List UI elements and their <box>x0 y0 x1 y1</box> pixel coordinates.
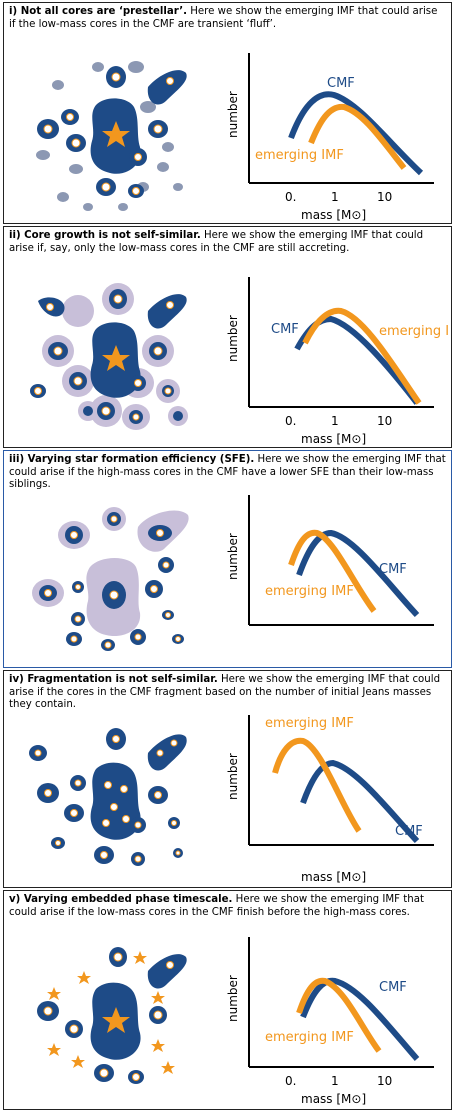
tick-label: 0. <box>285 414 296 428</box>
core-illustration <box>36 61 187 211</box>
core-illustration <box>30 283 188 430</box>
stars <box>34 294 174 421</box>
emerging-imf-label: emerging IMF <box>255 148 344 163</box>
caption: iii) Varying star formation efficiency (… <box>9 454 447 492</box>
emerging-imf-curve <box>308 103 407 170</box>
cmf-label: CMF <box>379 562 407 577</box>
emerging-imf-label: emerging IMF <box>379 324 449 339</box>
x-axis-label: mass [M⊙] <box>301 432 366 446</box>
tick-label: 1 <box>331 1074 339 1088</box>
mass-function-plot: number 0. 1 10 mass [M⊙] CMF emerging IM… <box>226 53 434 222</box>
caption-body: Here we show the emerging IMF that could… <box>9 230 424 254</box>
stars <box>43 72 174 195</box>
axes <box>248 53 434 184</box>
emerging-imf-curve <box>302 307 422 405</box>
tick-label: 1 <box>331 190 339 204</box>
emerging-imf-curve <box>272 737 362 833</box>
caption: iv) Fragmentation is not self-similar. H… <box>9 674 447 712</box>
emerging-imf-curve <box>288 529 377 613</box>
stars <box>44 515 181 649</box>
y-axis-label: number <box>226 315 240 362</box>
tick-label: 0. <box>285 190 296 204</box>
axes <box>248 715 434 846</box>
cmf-curve <box>300 759 420 844</box>
emerging-imf-label: emerging IMF <box>265 1030 354 1045</box>
emerging-imf-label: emerging IMF <box>265 716 354 731</box>
caption-title: iv) Fragmentation is not self-similar. <box>9 674 218 685</box>
mass-function-plot: number emerging IMF CMF mass [M⊙] <box>226 715 434 884</box>
panel-ii: ii) Core growth is not self-similar. Her… <box>3 226 452 448</box>
cmf-label: CMF <box>395 824 423 839</box>
cores <box>37 947 187 1084</box>
y-axis-label: number <box>226 533 240 580</box>
core-illustration <box>37 947 187 1084</box>
x-axis-label: mass [M⊙] <box>301 1092 366 1106</box>
core-illustration <box>29 728 187 866</box>
mass-function-plot: number 0. 1 10 mass [M⊙] CMF emerging IM… <box>226 937 434 1106</box>
caption: v) Varying embedded phase timescale. Her… <box>9 894 447 919</box>
tick-label: 1 <box>331 414 339 428</box>
y-axis-label: number <box>226 753 240 800</box>
caption-body: Here we show the emerging IMF that could… <box>9 894 424 918</box>
panel-iv: iv) Fragmentation is not self-similar. H… <box>3 670 452 888</box>
axes <box>248 277 434 408</box>
mass-function-plot: number 0. 1 10 mass [M⊙] CMF emerging IM… <box>226 277 449 446</box>
x-axis-label: mass [M⊙] <box>301 208 366 222</box>
free-stars <box>47 951 175 1074</box>
caption-title: iii) Varying star formation efficiency (… <box>9 454 255 465</box>
cmf-curve <box>300 977 420 1061</box>
cmf-label: CMF <box>327 76 355 91</box>
emerging-imf-label: emerging IMF <box>265 584 354 599</box>
caption: ii) Core growth is not self-similar. Her… <box>9 230 447 255</box>
caption-title: ii) Core growth is not self-similar. <box>9 230 201 241</box>
caption-body: Here we show the emerging IMF that could… <box>9 6 438 30</box>
fragment-stars <box>34 735 181 863</box>
caption-body: Here we show the emerging IMF that could… <box>9 454 446 491</box>
y-axis-label: number <box>226 975 240 1022</box>
cmf-label: CMF <box>379 980 407 995</box>
caption-title: v) Varying embedded phase timescale. <box>9 894 233 905</box>
caption-body: Here we show the emerging IMF that could… <box>9 674 441 711</box>
x-axis-label: mass [M⊙] <box>301 870 366 884</box>
axes <box>248 495 434 626</box>
mass-function-plot: number CMF emerging IMF <box>226 495 434 626</box>
panel-iii: iii) Varying star formation efficiency (… <box>3 450 452 668</box>
panel-v: v) Varying embedded phase timescale. Her… <box>3 890 452 1110</box>
tick-label: 10 <box>377 414 392 428</box>
caption: i) Not all cores are ‘prestellar’. Here … <box>9 6 447 31</box>
tick-label: 10 <box>377 190 392 204</box>
cmf-label: CMF <box>271 322 299 337</box>
core-illustration <box>32 507 189 651</box>
stars <box>43 951 175 1081</box>
axes <box>248 937 434 1068</box>
cores <box>29 728 187 866</box>
cmf-curve <box>296 529 420 618</box>
emerging-imf-curve <box>296 977 382 1053</box>
y-axis-label: number <box>226 91 240 138</box>
tick-label: 10 <box>377 1074 392 1088</box>
panel-i: i) Not all cores are ‘prestellar’. Here … <box>3 2 452 224</box>
tick-label: 0. <box>285 1074 296 1088</box>
caption-title: i) Not all cores are ‘prestellar’. <box>9 6 187 17</box>
cmf-curve <box>288 91 424 176</box>
transient-cores <box>36 61 183 211</box>
